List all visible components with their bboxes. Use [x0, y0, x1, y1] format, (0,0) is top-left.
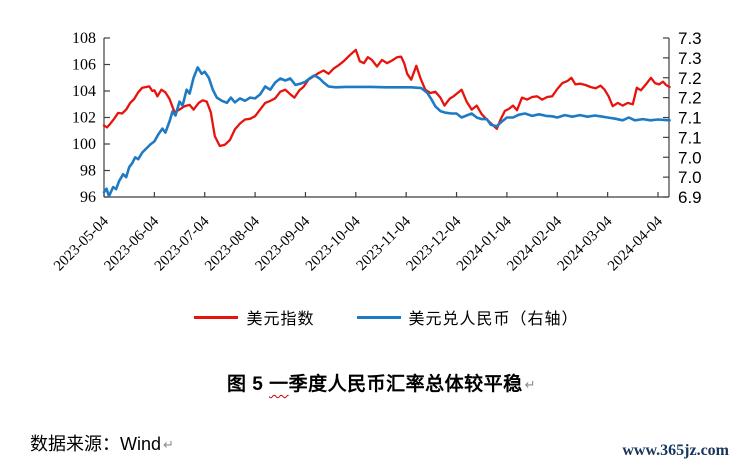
svg-text:100: 100 [72, 136, 96, 153]
svg-text:104: 104 [72, 83, 96, 100]
paragraph-mark: ↵ [524, 377, 537, 392]
chart-legend: 美元指数 美元兑人民币（右轴） [104, 303, 669, 331]
svg-text:108: 108 [72, 30, 96, 47]
svg-text:7.1: 7.1 [678, 109, 702, 128]
svg-text:7.3: 7.3 [678, 49, 702, 68]
paragraph-mark: ↵ [163, 437, 174, 452]
legend-blue-line-swatch [356, 315, 401, 319]
svg-text:106: 106 [72, 57, 96, 74]
watermark-url: www.365jz.com [622, 442, 729, 459]
figure-caption: 图 5 一季度人民币汇率总体较平稳 ↵ [40, 369, 723, 396]
legend-item-usd-index: 美元指数 [194, 305, 314, 329]
svg-text:7.0: 7.0 [678, 168, 702, 187]
svg-text:102: 102 [72, 110, 96, 127]
svg-text:7.3: 7.3 [678, 29, 702, 48]
svg-text:7.2: 7.2 [678, 69, 702, 88]
caption-prefix: 图 5 [226, 374, 270, 395]
legend-item-usdcny: 美元兑人民币（右轴） [356, 305, 579, 329]
svg-text:6.9: 6.9 [678, 188, 702, 207]
data-source-note: 数据来源：Wind ↵ [30, 430, 174, 456]
caption-spellcheck-word: 一 [269, 374, 289, 395]
dual-axis-line-chart: 96981001021041061086.97.07.07.17.17.27.2… [51, 29, 702, 274]
svg-text:7.0: 7.0 [678, 148, 702, 167]
svg-text:7.1: 7.1 [678, 128, 702, 147]
legend-label-usd-index: 美元指数 [246, 311, 315, 328]
svg-text:98: 98 [80, 163, 96, 180]
svg-text:2024-04-04: 2024-04-04 [605, 213, 666, 274]
svg-text:7.2: 7.2 [678, 89, 702, 108]
svg-text:96: 96 [80, 189, 96, 206]
caption-rest: 季度人民币汇率总体较平稳 [288, 374, 523, 395]
data-source-text: 数据来源：Wind [30, 434, 162, 454]
legend-label-usdcny: 美元兑人民币（右轴） [408, 311, 579, 328]
legend-red-line-swatch [194, 315, 239, 319]
